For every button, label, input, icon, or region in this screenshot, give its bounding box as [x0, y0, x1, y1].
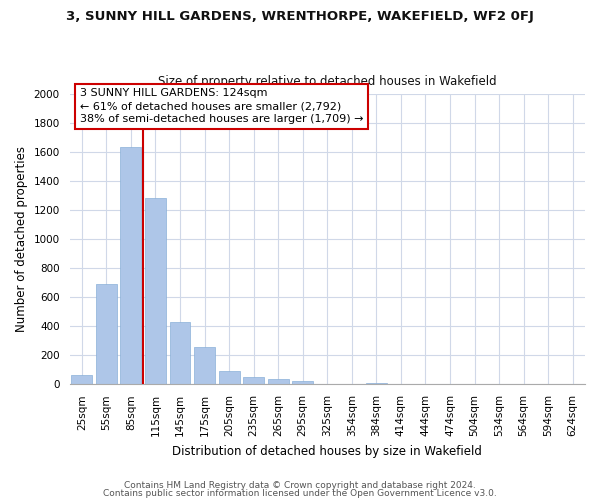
Bar: [145, 198, 166, 384]
Bar: [170, 322, 190, 384]
Text: Contains public sector information licensed under the Open Government Licence v3: Contains public sector information licen…: [103, 488, 497, 498]
Bar: [121, 147, 142, 384]
Bar: [243, 377, 264, 384]
Text: 3, SUNNY HILL GARDENS, WRENTHORPE, WAKEFIELD, WF2 0FJ: 3, SUNNY HILL GARDENS, WRENTHORPE, WAKEF…: [66, 10, 534, 23]
Y-axis label: Number of detached properties: Number of detached properties: [15, 146, 28, 332]
Bar: [194, 348, 215, 385]
Text: 3 SUNNY HILL GARDENS: 124sqm
← 61% of detached houses are smaller (2,792)
38% of: 3 SUNNY HILL GARDENS: 124sqm ← 61% of de…: [80, 88, 364, 124]
Bar: [218, 371, 239, 384]
Bar: [366, 382, 387, 384]
Text: Contains HM Land Registry data © Crown copyright and database right 2024.: Contains HM Land Registry data © Crown c…: [124, 481, 476, 490]
X-axis label: Distribution of detached houses by size in Wakefield: Distribution of detached houses by size …: [172, 444, 482, 458]
Bar: [71, 375, 92, 384]
Bar: [292, 381, 313, 384]
Title: Size of property relative to detached houses in Wakefield: Size of property relative to detached ho…: [158, 76, 497, 88]
Bar: [268, 379, 289, 384]
Bar: [96, 284, 117, 384]
